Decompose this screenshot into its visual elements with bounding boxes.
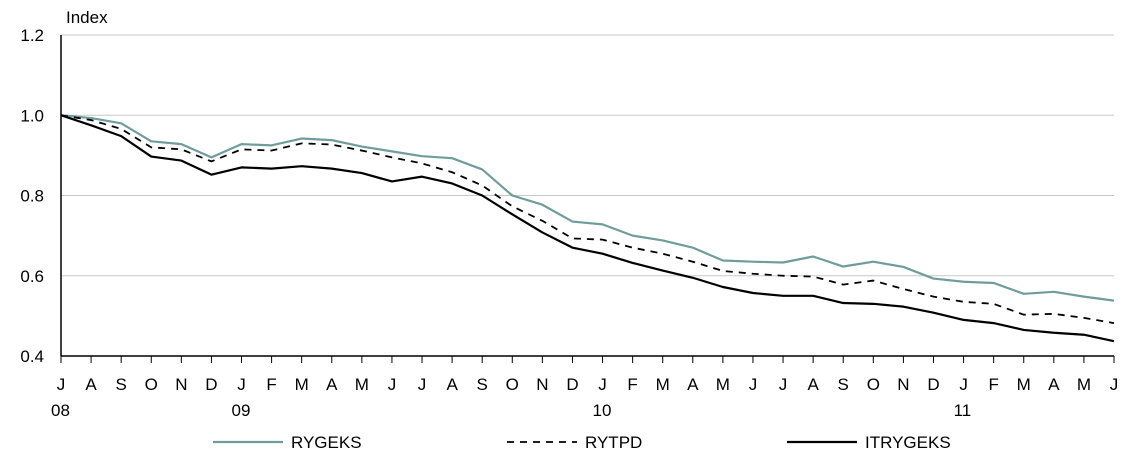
x-tick-label: A — [326, 375, 338, 394]
y-tick-label: 1.0 — [20, 106, 44, 125]
x-tick-label: J — [959, 375, 968, 394]
x-tick-label: D — [205, 375, 217, 394]
x-tick-label: A — [687, 375, 699, 394]
x-tick-label: J — [779, 375, 788, 394]
x-tick-label: S — [838, 375, 849, 394]
x-tick-label: A — [85, 375, 97, 394]
x-tick-label: N — [897, 375, 909, 394]
y-tick-label: 0.4 — [20, 347, 44, 366]
x-tick-label: S — [477, 375, 488, 394]
x-tick-label: D — [566, 375, 578, 394]
x-tick-label: F — [988, 375, 998, 394]
x-tick-label: J — [749, 375, 758, 394]
y-tick-label: 0.6 — [20, 267, 44, 286]
axes — [60, 35, 1115, 363]
x-tick-labels: J A S O N D J F M A M J J A S O N D J F M A M J J A S O N D J F M A M J08 09… — [51, 375, 1118, 420]
x-tick-label: M — [1017, 375, 1031, 394]
x-tick-label: F — [266, 375, 276, 394]
x-tick-label: M — [656, 375, 670, 394]
x-tick-label: M — [355, 375, 369, 394]
series-line-itrygeks — [60, 114, 1115, 343]
x-tick-label: N — [536, 375, 548, 394]
x-tick-label: A — [807, 375, 819, 394]
series-line-rygeks — [60, 114, 1115, 302]
x-year-label: 08 — [51, 401, 70, 420]
y-tick-label: 0.8 — [20, 187, 44, 206]
series-line-rytpd — [60, 114, 1115, 324]
y-axis-label: Index — [66, 8, 108, 27]
x-tick-label: M — [716, 375, 730, 394]
legend-label: RYGEKS — [291, 433, 362, 452]
x-tick-label: J — [598, 375, 607, 394]
x-tick-label: J — [388, 375, 397, 394]
y-tick-label: 1.2 — [20, 26, 44, 45]
x-tick-label: S — [115, 375, 126, 394]
x-tick-label: J — [237, 375, 246, 394]
series-layer — [60, 114, 1115, 343]
x-year-label: 11 — [954, 401, 972, 420]
x-tick-label: F — [627, 375, 637, 394]
x-tick-label: O — [867, 375, 880, 394]
x-tick-label: O — [145, 375, 158, 394]
x-tick-label: D — [927, 375, 939, 394]
legend-label: ITRYGEKS — [865, 433, 951, 452]
y-tick-labels: 0.4 0.6 0.8 1.0 1.2 — [20, 26, 44, 366]
x-tick-label: M — [295, 375, 309, 394]
legend: RYGEKS RYTPD ITRYGEKS — [213, 433, 951, 452]
x-tick-label: J — [418, 375, 427, 394]
legend-label: RYTPD — [585, 433, 642, 452]
x-year-label: 10 — [593, 401, 612, 420]
x-year-label: 09 — [232, 401, 251, 420]
x-tick-label: O — [506, 375, 519, 394]
x-tick-label: A — [1048, 375, 1060, 394]
x-tick-label: N — [175, 375, 187, 394]
x-tick-label: A — [446, 375, 458, 394]
grid-lines — [61, 34, 1114, 277]
x-tick-label: J — [1110, 375, 1119, 394]
x-tick-label: J — [57, 375, 66, 394]
x-tick-label: M — [1077, 375, 1091, 394]
